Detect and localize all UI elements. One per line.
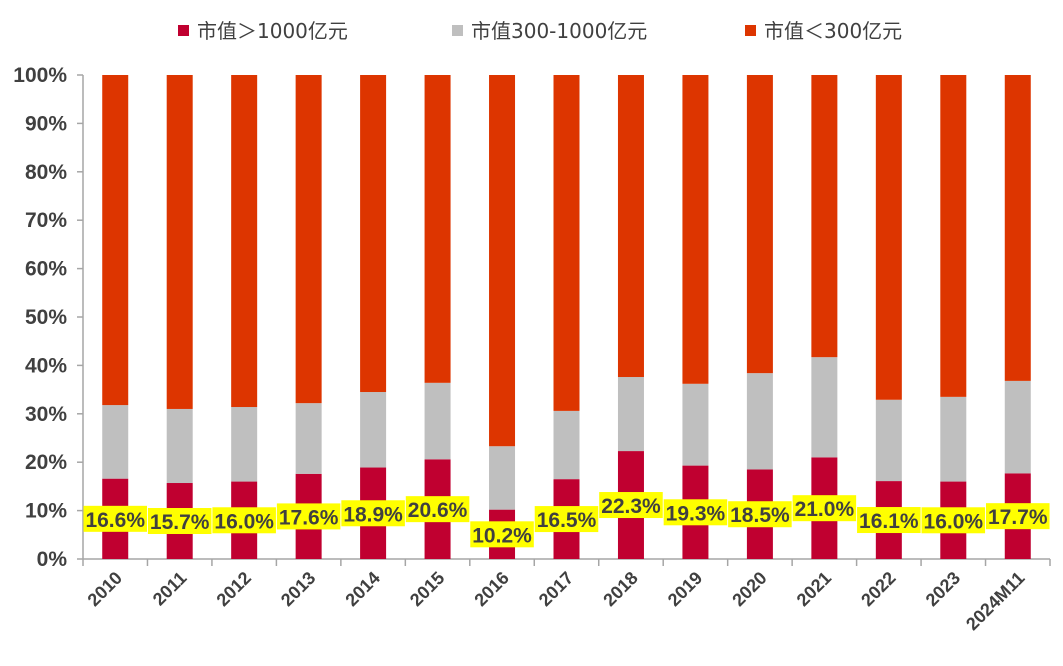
y-tick-label: 80%	[25, 161, 67, 184]
y-tick-label: 60%	[25, 258, 67, 281]
y-tick-label: 0%	[37, 548, 68, 571]
data-label-background	[985, 503, 1050, 530]
data-label: 16.6%	[85, 509, 145, 532]
bar-segment-2	[553, 75, 580, 411]
data-label-background	[470, 521, 534, 548]
data-label-background	[147, 508, 212, 535]
bar-segment-2	[295, 75, 322, 404]
legend-label: 市值＞1000亿元	[197, 19, 348, 43]
bar-segment-1	[811, 357, 838, 458]
bar-segment-2	[102, 75, 129, 406]
y-tick-label: 90%	[25, 112, 67, 135]
y-tick-label: 40%	[25, 354, 67, 377]
data-label: 21.0%	[795, 498, 855, 521]
bar-segment-1	[553, 410, 580, 480]
bar-segment-1	[166, 408, 193, 484]
bar-segment-2	[1004, 75, 1031, 381]
data-label-background	[857, 507, 921, 534]
x-tick-label: 2011	[149, 568, 191, 610]
data-label-background	[792, 495, 857, 522]
bar-segment-1	[1004, 380, 1031, 474]
bar-segment-2	[617, 75, 644, 378]
x-tick-label: 2019	[664, 568, 706, 610]
x-tick-label: 2018	[599, 568, 641, 610]
data-label: 16.5%	[537, 509, 597, 532]
data-label: 17.6%	[279, 506, 339, 529]
x-tick-label: 2010	[84, 568, 126, 610]
y-tick-label: 100%	[13, 64, 67, 87]
bar-segment-1	[102, 405, 129, 479]
bar-segment-2	[424, 75, 451, 383]
data-label: 16.0%	[214, 510, 274, 533]
x-tick-label: 2020	[728, 568, 770, 610]
bar-segment-2	[811, 75, 838, 358]
x-tick-label: 2012	[213, 568, 255, 610]
x-tick-label: 2022	[857, 568, 899, 610]
bar-segment-1	[940, 396, 967, 482]
bar-segment-1	[682, 383, 709, 466]
x-tick-label: 2017	[535, 568, 577, 610]
bar-segment-1	[295, 403, 322, 474]
data-label: 20.6%	[408, 499, 468, 522]
bar-segment-2	[166, 75, 193, 409]
data-label-background	[921, 507, 986, 534]
legend-label: 市值＜300亿元	[764, 19, 902, 43]
x-tick-label: 2013	[277, 568, 319, 610]
y-tick-label: 30%	[25, 403, 67, 426]
bar-segment-2	[489, 75, 516, 447]
bar-segment-2	[360, 75, 387, 393]
legend-swatch	[178, 25, 189, 36]
data-label: 10.2%	[472, 524, 532, 547]
bar-segment-2	[231, 75, 258, 408]
x-tick-label: 2023	[922, 568, 964, 610]
x-tick-label: 2021	[793, 568, 835, 610]
y-tick-label: 70%	[25, 209, 67, 232]
x-tick-label: 2024M11	[962, 568, 1029, 635]
x-tick-label: 2014	[341, 568, 383, 610]
legend-swatch	[452, 25, 463, 36]
data-label: 15.7%	[150, 511, 210, 534]
data-label-background	[534, 506, 599, 533]
data-label-background	[405, 496, 470, 523]
bar-segment-2	[940, 75, 967, 397]
bar-segment-1	[746, 373, 773, 470]
data-label: 19.3%	[666, 502, 726, 525]
data-label-background	[663, 499, 728, 526]
data-label: 22.3%	[601, 495, 661, 518]
data-label-background	[599, 492, 663, 519]
y-tick-label: 50%	[25, 306, 67, 329]
bar-segment-2	[682, 75, 709, 384]
legend-swatch	[745, 25, 756, 36]
y-tick-label: 20%	[25, 451, 67, 474]
bar-segment-2	[746, 75, 773, 374]
data-label: 16.1%	[859, 510, 919, 533]
data-label-background	[83, 505, 148, 532]
x-tick-label: 2015	[406, 568, 448, 610]
data-label: 18.9%	[343, 503, 403, 526]
bar-segment-1	[360, 392, 387, 468]
bar-segment-1	[875, 399, 902, 482]
data-label-background	[212, 507, 276, 534]
bar-segment-2	[875, 75, 902, 400]
y-tick-label: 10%	[25, 500, 67, 523]
data-label: 18.5%	[730, 504, 790, 527]
bar-segment-1	[489, 446, 516, 510]
data-label-background	[276, 503, 341, 530]
bar-segment-1	[617, 377, 644, 452]
bar-segment-1	[231, 407, 258, 482]
data-label: 16.0%	[924, 510, 984, 533]
data-label-background	[341, 500, 405, 527]
legend-label: 市值300-1000亿元	[471, 19, 647, 43]
bar-segment-1	[424, 382, 451, 460]
x-tick-label: 2016	[470, 568, 512, 610]
data-label: 17.7%	[988, 506, 1048, 529]
data-label-background	[728, 501, 792, 528]
